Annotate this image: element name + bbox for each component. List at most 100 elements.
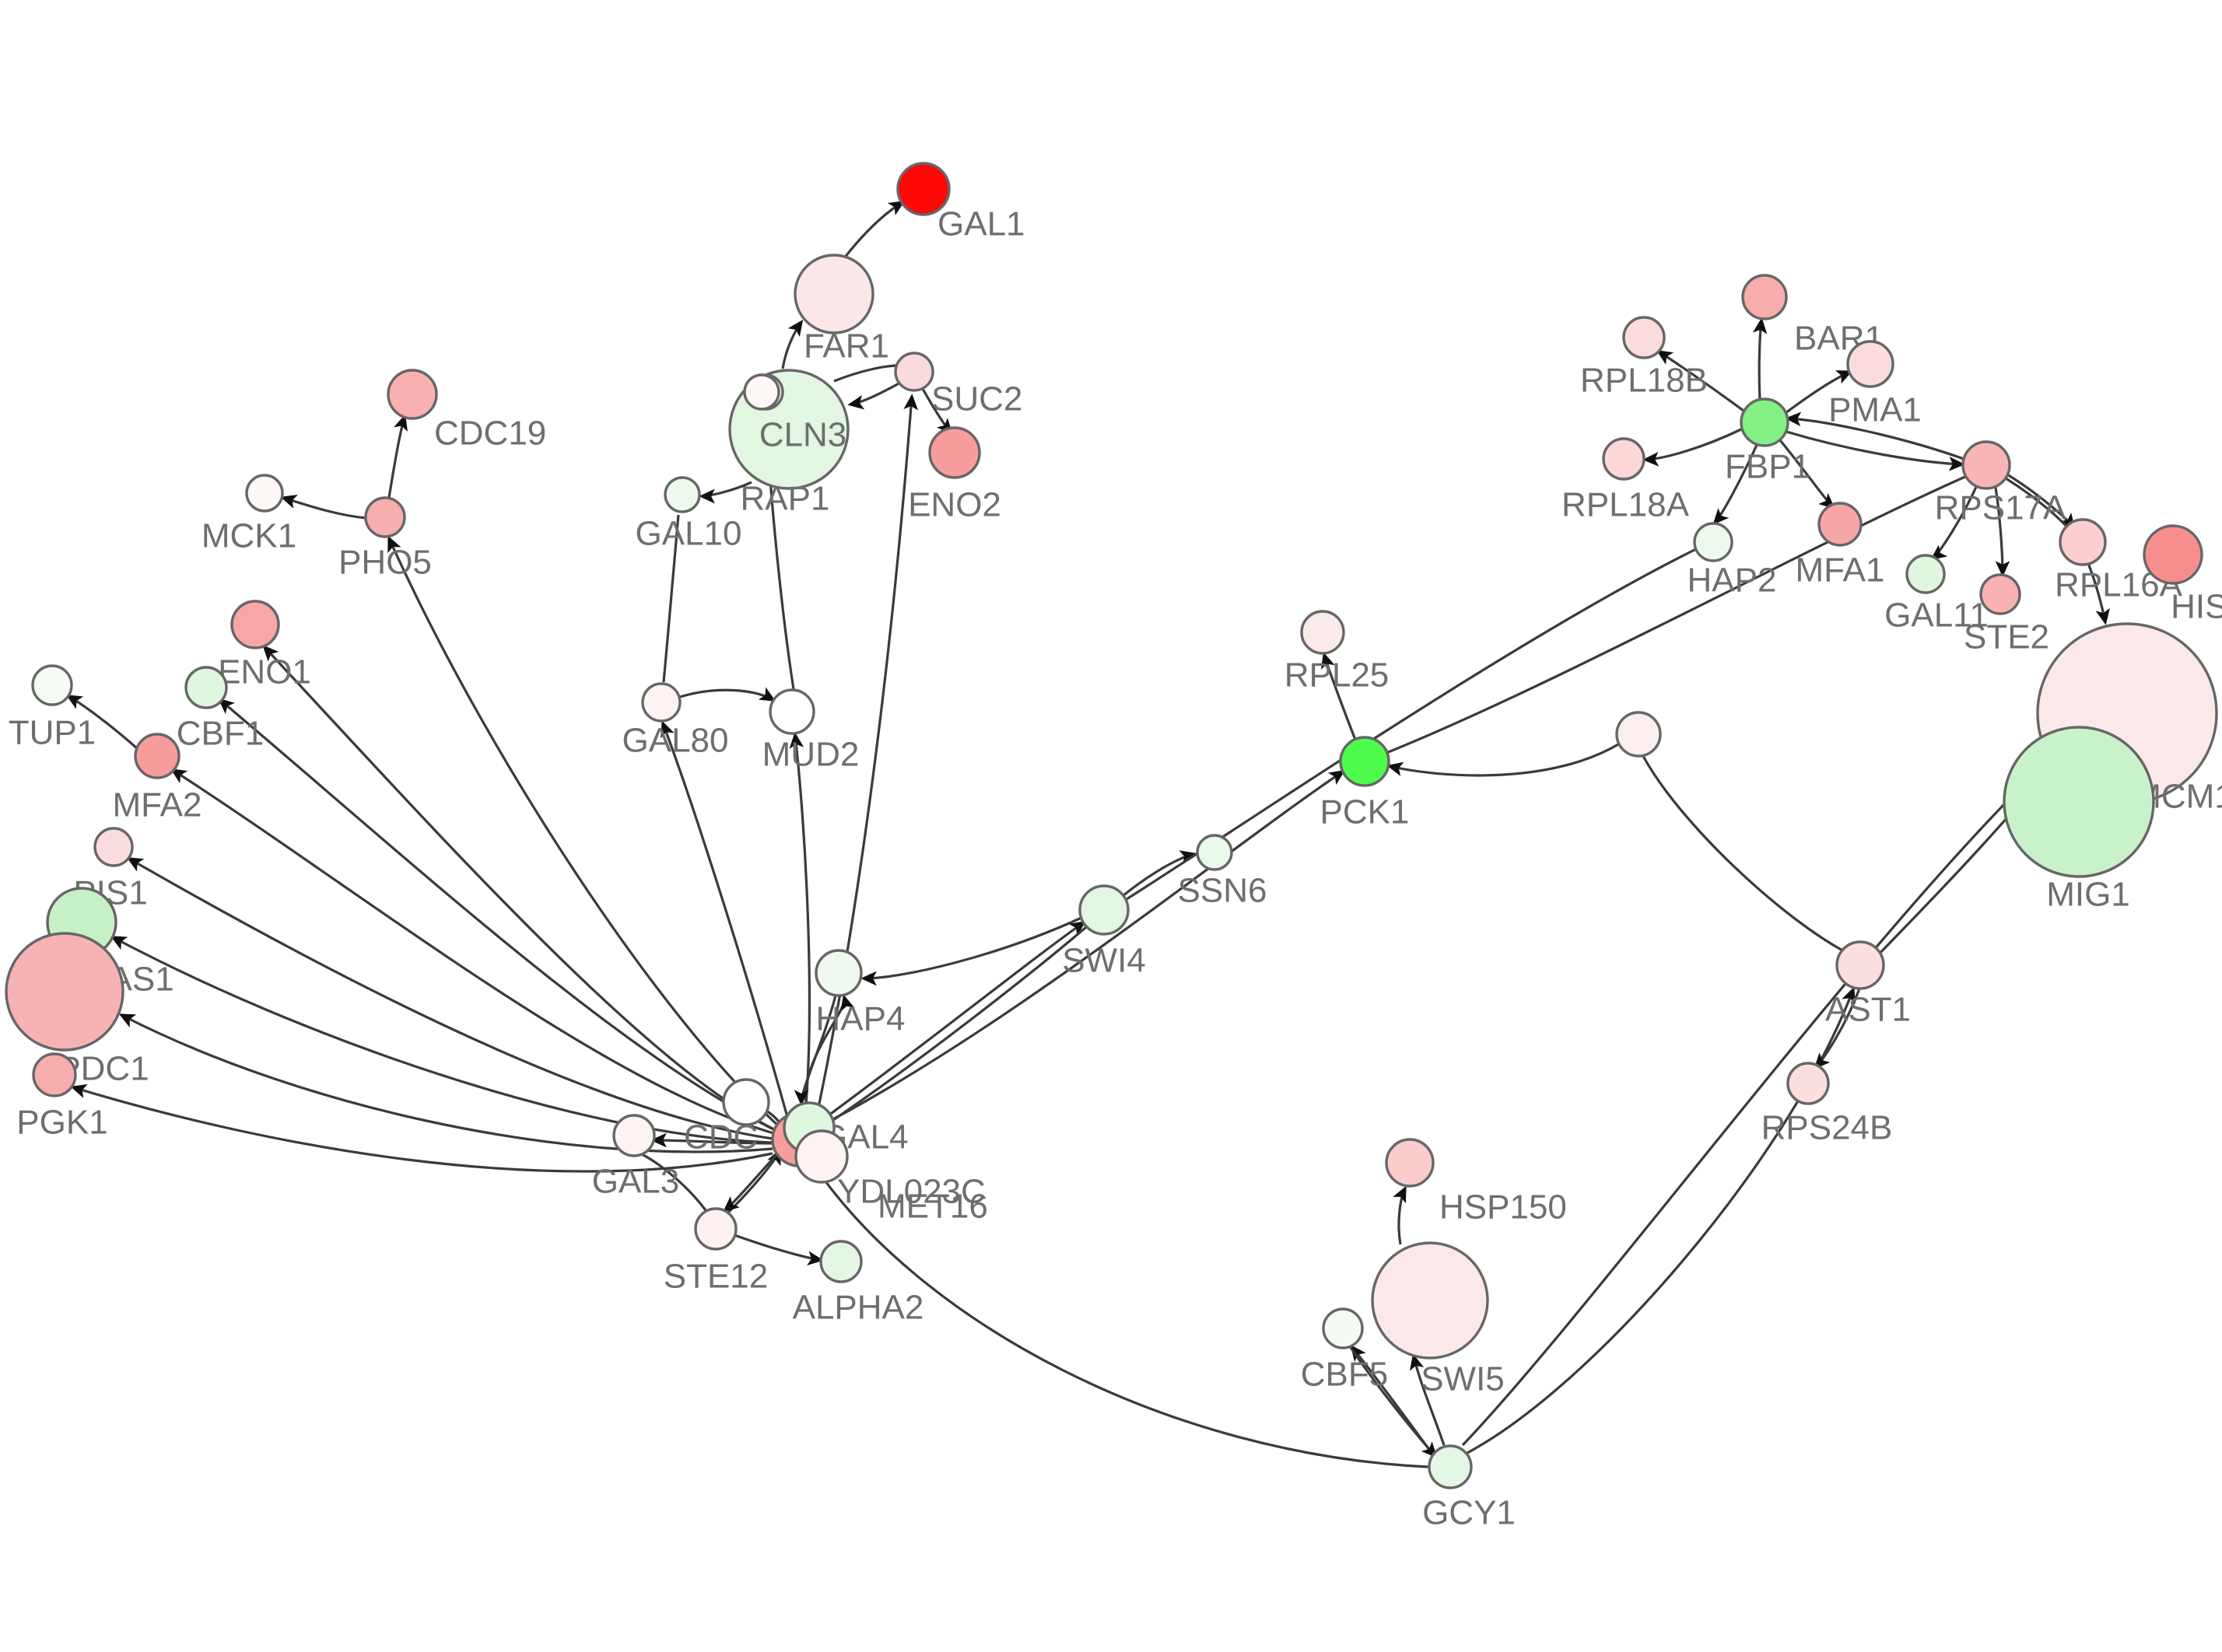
node-RPS17A[interactable]: RPS17A — [1935, 440, 2066, 527]
node-circle-CBF5[interactable] — [1322, 1307, 1364, 1349]
node-circle-SSN6[interactable] — [1196, 834, 1233, 871]
node-circle-PGK1[interactable] — [32, 1052, 77, 1097]
edge-GAL4-to-PGK1 — [70, 1083, 773, 1173]
node-MFA2[interactable]: MFA2 — [113, 733, 202, 824]
node-circle-GAL3[interactable] — [612, 1114, 656, 1157]
node-BAR1[interactable]: BAR1 — [1741, 274, 1884, 358]
node-HAP4[interactable]: HAP4 — [815, 949, 906, 1038]
node-CBF1[interactable]: CBF1 — [177, 666, 264, 753]
node-circle-HSP150[interactable] — [1385, 1138, 1435, 1188]
node-ENO2[interactable]: ENO2 — [908, 426, 1001, 524]
node-PMA1[interactable]: PMA1 — [1828, 340, 1922, 429]
node-RPL25[interactable]: RPL25 — [1284, 610, 1390, 695]
node-RPL18A[interactable]: RPL18A — [1561, 437, 1690, 524]
node-YDL023C[interactable]: YDL023C — [794, 1129, 986, 1211]
node-AST1[interactable]: AST1 — [1825, 940, 1911, 1029]
node-circle-MFA1[interactable] — [1817, 502, 1863, 547]
node-circle-HAP2[interactable] — [1693, 522, 1733, 562]
node-MCK1[interactable]: MCK1 — [202, 474, 296, 555]
node-RAP1[interactable]: RAP1 — [741, 373, 830, 518]
node-circle-GAL11[interactable] — [1905, 554, 1946, 594]
node-SSN6[interactable]: SSN6 — [1178, 834, 1267, 910]
node-circle-YDL023C[interactable] — [794, 1129, 849, 1184]
node-HAP2[interactable]: HAP2 — [1688, 522, 1777, 600]
edge-SUC2-to-CLN3 — [847, 381, 901, 410]
node-circle-PHO5[interactable] — [364, 496, 406, 538]
node-circle-RPS24B[interactable] — [1786, 1062, 1830, 1105]
node-circle-TUP1[interactable] — [31, 664, 73, 706]
node-circle-MIDRIGHT[interactable] — [1615, 711, 1662, 758]
node-MFA1[interactable]: MFA1 — [1796, 502, 1885, 590]
node-STE2[interactable]: STE2 — [1964, 573, 2049, 656]
node-circle-STE2[interactable] — [1979, 573, 2021, 615]
node-MUD2[interactable]: MUD2 — [762, 688, 860, 774]
node-HSP150[interactable]: HSP150 — [1385, 1138, 1567, 1227]
node-circle-SWI4[interactable] — [1078, 884, 1130, 936]
node-circle-STE12[interactable] — [694, 1207, 738, 1251]
node-SWI4[interactable]: SWI4 — [1062, 884, 1146, 980]
node-HIS4[interactable]: HIS4 — [2143, 524, 2222, 626]
node-SWI5[interactable]: SWI5 — [1371, 1241, 1505, 1398]
node-ALPHA2[interactable]: ALPHA2 — [793, 1240, 924, 1327]
node-circle-PIS1[interactable] — [93, 827, 134, 867]
node-circle-MUD2[interactable] — [769, 688, 815, 735]
node-circle-HAP4[interactable] — [815, 949, 863, 997]
node-circle-GAL1[interactable] — [896, 162, 951, 216]
node-GCY1[interactable]: GCY1 — [1422, 1444, 1516, 1532]
node-circle-RAP1[interactable] — [743, 373, 780, 411]
node-circle-GCY1[interactable] — [1428, 1444, 1473, 1489]
node-circle-PMA1[interactable] — [1846, 340, 1894, 388]
node-STE12[interactable]: STE12 — [664, 1207, 769, 1296]
node-circle-MFA2[interactable] — [134, 733, 180, 779]
node-GAL3[interactable]: GAL3 — [592, 1114, 680, 1201]
node-circle-MCK1[interactable] — [245, 474, 284, 513]
node-FAR1[interactable]: FAR1 — [794, 254, 889, 366]
node-RPL18B[interactable]: RPL18B — [1580, 316, 1708, 400]
node-CDC19[interactable]: CDC19 — [387, 369, 546, 453]
node-circle-ENO2[interactable] — [928, 426, 981, 479]
node-circle-RPL25[interactable] — [1300, 610, 1345, 655]
node-circle-CDC39[interactable] — [722, 1078, 770, 1126]
node-circle-RPL18B[interactable] — [1622, 316, 1666, 359]
node-circle-PCK1[interactable] — [1339, 736, 1390, 787]
node-PGK1[interactable]: PGK1 — [16, 1052, 108, 1142]
node-label-TUP1: TUP1 — [9, 714, 96, 752]
node-MIG1[interactable]: MIG1 — [2003, 726, 2155, 914]
node-RPS24B[interactable]: RPS24B — [1761, 1062, 1893, 1147]
edge-MFA2-to-TUP1 — [65, 695, 138, 750]
node-CDC39[interactable]: CDC — [684, 1078, 770, 1157]
node-CBF5[interactable]: CBF5 — [1301, 1307, 1388, 1394]
node-circle-RPL18A[interactable] — [1602, 437, 1645, 481]
node-circle-FBP1[interactable] — [1740, 397, 1789, 447]
node-FBP1[interactable]: FBP1 — [1725, 397, 1810, 486]
node-MIDRIGHT[interactable] — [1615, 711, 1662, 758]
node-circle-ENO1[interactable] — [230, 600, 280, 649]
node-circle-SWI5[interactable] — [1371, 1241, 1489, 1360]
node-circle-SUC2[interactable] — [894, 352, 934, 392]
node-PDC1[interactable]: PDC1 — [5, 932, 149, 1088]
node-label-ENO2: ENO2 — [908, 486, 1001, 524]
node-ENO1[interactable]: ENO1 — [218, 600, 311, 691]
node-circle-RPS17A[interactable] — [1961, 440, 2011, 490]
node-PCK1[interactable]: PCK1 — [1320, 736, 1410, 831]
node-GAL1[interactable]: GAL1 — [896, 162, 1025, 243]
node-circle-FAR1[interactable] — [794, 254, 874, 334]
node-SUC2[interactable]: SUC2 — [894, 352, 1022, 418]
node-circle-BAR1[interactable] — [1741, 274, 1788, 320]
node-circle-AST1[interactable] — [1835, 940, 1885, 990]
node-TUP1[interactable]: TUP1 — [9, 664, 96, 752]
node-circle-PDC1[interactable] — [5, 932, 124, 1052]
node-GAL80[interactable]: GAL80 — [622, 682, 729, 760]
node-circle-GAL80[interactable] — [641, 682, 682, 723]
node-circle-MIG1[interactable] — [2003, 726, 2155, 878]
node-circle-RPL16A[interactable] — [2059, 518, 2107, 566]
node-circle-GAL10[interactable] — [664, 476, 701, 513]
node-circle-HIS4[interactable] — [2143, 524, 2203, 585]
node-GAL10[interactable]: GAL10 — [636, 476, 742, 553]
node-GAL11[interactable]: GAL11 — [1884, 554, 1989, 635]
node-PHO5[interactable]: PHO5 — [338, 496, 432, 582]
node-circle-ALPHA2[interactable] — [819, 1240, 863, 1283]
node-circle-CBF1[interactable] — [184, 666, 228, 709]
node-circle-CDC19[interactable] — [387, 369, 438, 420]
